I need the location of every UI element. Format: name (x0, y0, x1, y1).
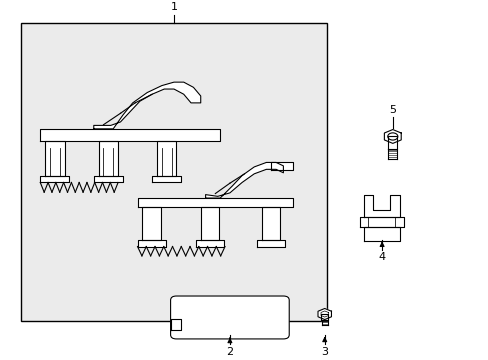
Polygon shape (384, 130, 400, 143)
Polygon shape (321, 314, 327, 320)
Polygon shape (170, 319, 181, 330)
Polygon shape (40, 129, 220, 141)
Polygon shape (363, 195, 399, 217)
Polygon shape (137, 198, 292, 207)
Bar (21, 23, 326, 321)
Text: 1: 1 (170, 2, 177, 12)
Polygon shape (196, 240, 224, 247)
Text: 3: 3 (321, 347, 327, 357)
Polygon shape (157, 141, 176, 176)
Text: 4: 4 (378, 252, 385, 262)
Polygon shape (137, 240, 165, 247)
Polygon shape (94, 82, 201, 129)
Polygon shape (142, 207, 161, 240)
Polygon shape (387, 136, 396, 149)
Polygon shape (359, 217, 403, 228)
Polygon shape (152, 176, 181, 183)
Polygon shape (99, 141, 118, 176)
Polygon shape (363, 228, 399, 241)
Polygon shape (45, 141, 64, 176)
FancyBboxPatch shape (170, 296, 288, 339)
Text: 5: 5 (388, 105, 395, 115)
Text: 2: 2 (226, 347, 233, 357)
Polygon shape (205, 162, 283, 198)
Polygon shape (261, 207, 280, 240)
Polygon shape (256, 240, 285, 247)
Polygon shape (271, 162, 292, 170)
Polygon shape (317, 309, 331, 320)
Polygon shape (201, 207, 219, 240)
Polygon shape (40, 176, 69, 183)
Polygon shape (94, 176, 122, 183)
